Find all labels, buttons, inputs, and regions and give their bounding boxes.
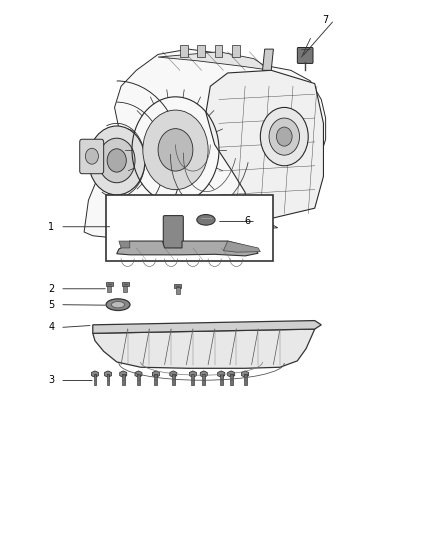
- Bar: [172, 374, 175, 385]
- Circle shape: [107, 149, 126, 172]
- Polygon shape: [92, 371, 99, 377]
- Polygon shape: [120, 371, 127, 377]
- Text: 7: 7: [322, 15, 329, 25]
- Bar: [94, 374, 96, 385]
- Polygon shape: [170, 371, 177, 377]
- Circle shape: [158, 128, 193, 171]
- Text: 6: 6: [244, 216, 251, 227]
- Bar: [107, 286, 111, 292]
- Polygon shape: [119, 241, 130, 248]
- Polygon shape: [117, 241, 258, 256]
- Polygon shape: [158, 52, 271, 70]
- Polygon shape: [117, 224, 278, 236]
- FancyBboxPatch shape: [163, 216, 184, 249]
- Polygon shape: [218, 371, 225, 377]
- Bar: [122, 374, 125, 385]
- Bar: [137, 374, 140, 385]
- Bar: [191, 374, 194, 385]
- Circle shape: [88, 126, 145, 195]
- Ellipse shape: [197, 215, 215, 225]
- Polygon shape: [84, 49, 325, 238]
- Bar: [244, 374, 247, 385]
- Bar: [215, 45, 223, 57]
- Polygon shape: [206, 70, 323, 224]
- Bar: [180, 45, 187, 57]
- Polygon shape: [189, 371, 196, 377]
- FancyBboxPatch shape: [297, 47, 313, 63]
- Polygon shape: [200, 371, 207, 377]
- Circle shape: [143, 110, 208, 190]
- FancyBboxPatch shape: [80, 139, 104, 174]
- Polygon shape: [93, 320, 321, 333]
- Bar: [220, 374, 223, 385]
- Bar: [106, 195, 273, 261]
- Polygon shape: [262, 49, 273, 70]
- Bar: [155, 374, 157, 385]
- Polygon shape: [242, 371, 249, 377]
- Text: 5: 5: [48, 300, 55, 310]
- Bar: [106, 282, 113, 286]
- Bar: [232, 45, 240, 57]
- Polygon shape: [93, 329, 315, 368]
- Polygon shape: [105, 371, 112, 377]
- Bar: [176, 287, 180, 294]
- Bar: [174, 284, 181, 288]
- Polygon shape: [223, 241, 260, 252]
- Circle shape: [85, 148, 99, 164]
- Bar: [230, 374, 233, 385]
- Bar: [106, 374, 110, 385]
- Bar: [122, 282, 129, 286]
- Bar: [202, 374, 205, 385]
- Bar: [197, 45, 205, 57]
- Text: 3: 3: [48, 375, 54, 385]
- Polygon shape: [152, 371, 159, 377]
- Text: 2: 2: [48, 284, 55, 294]
- Bar: [124, 286, 127, 292]
- Text: 4: 4: [48, 322, 54, 333]
- Text: 1: 1: [48, 222, 54, 232]
- Ellipse shape: [106, 299, 130, 311]
- Ellipse shape: [111, 302, 125, 308]
- Polygon shape: [228, 371, 235, 377]
- Polygon shape: [135, 371, 142, 377]
- Circle shape: [269, 118, 300, 155]
- Circle shape: [99, 138, 135, 183]
- Circle shape: [276, 127, 292, 146]
- Circle shape: [260, 108, 308, 166]
